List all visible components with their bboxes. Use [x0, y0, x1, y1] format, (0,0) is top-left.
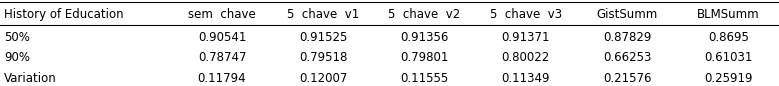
Text: 0.11349: 0.11349 [502, 72, 550, 85]
Text: 0.80022: 0.80022 [502, 51, 550, 64]
Text: 5  chave  v2: 5 chave v2 [389, 8, 460, 21]
Text: 0.91371: 0.91371 [502, 31, 550, 44]
Text: 0.11555: 0.11555 [400, 72, 449, 85]
Text: 0.78747: 0.78747 [198, 51, 246, 64]
Text: 0.8695: 0.8695 [708, 31, 749, 44]
Text: 0.11794: 0.11794 [198, 72, 246, 85]
Text: 50%: 50% [4, 31, 30, 44]
Text: GistSumm: GistSumm [597, 8, 657, 21]
Text: BLMSumm: BLMSumm [697, 8, 760, 21]
Text: 0.90541: 0.90541 [198, 31, 246, 44]
Text: 0.91356: 0.91356 [400, 31, 449, 44]
Text: 0.66253: 0.66253 [603, 51, 651, 64]
Text: 0.87829: 0.87829 [603, 31, 651, 44]
Text: 0.25919: 0.25919 [704, 72, 753, 85]
Text: History of Education: History of Education [4, 8, 124, 21]
Text: 0.12007: 0.12007 [299, 72, 347, 85]
Text: sem  chave: sem chave [189, 8, 256, 21]
Text: 0.21576: 0.21576 [603, 72, 651, 85]
Text: Variation: Variation [4, 72, 57, 85]
Text: 0.79518: 0.79518 [299, 51, 347, 64]
Text: 0.61031: 0.61031 [704, 51, 753, 64]
Text: 5  chave  v1: 5 chave v1 [287, 8, 359, 21]
Text: 0.91525: 0.91525 [299, 31, 347, 44]
Text: 5  chave  v3: 5 chave v3 [490, 8, 562, 21]
Text: 90%: 90% [4, 51, 30, 64]
Text: 0.79801: 0.79801 [400, 51, 449, 64]
